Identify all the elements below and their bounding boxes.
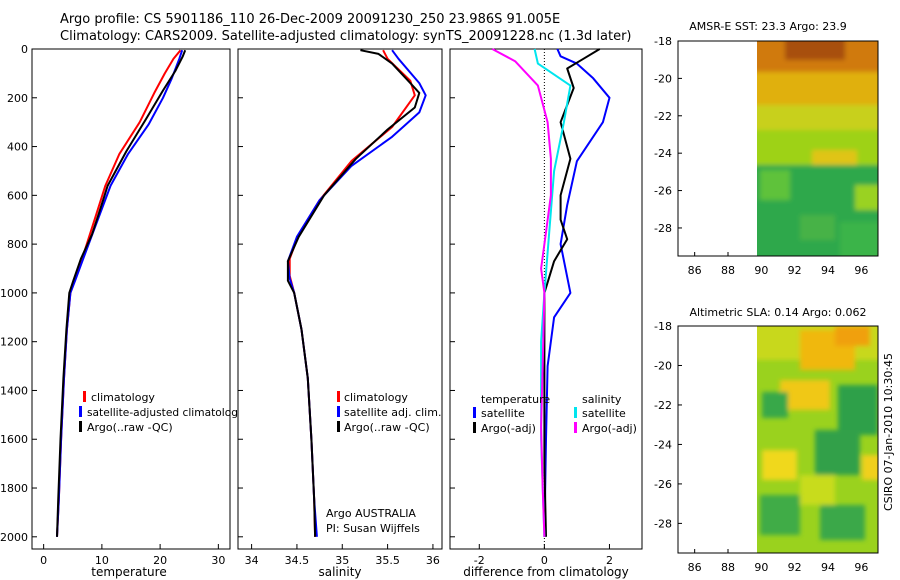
annotation-argo-australia: Argo AUSTRALIA	[326, 507, 416, 520]
sla-map-ytick-label: -24	[654, 438, 672, 451]
difference-profile-xtick-label: -2	[474, 554, 485, 567]
temperature-profile-ytick-label: 2000	[0, 531, 28, 544]
sst-map-xtick-label: 94	[821, 264, 835, 277]
sst-map-ytick-label: -24	[654, 147, 672, 160]
temperature-profile-series-climatology	[56, 49, 182, 537]
difference-panel-frame	[449, 48, 643, 550]
figure-title-line1: Argo profile: CS 5901186_110 26-Dec-2009…	[60, 12, 561, 27]
temperature-profile-ytick-label: 600	[7, 189, 28, 202]
legend-label-temp-satellite: satellite	[481, 407, 525, 420]
temperature-profile-ytick-label: 1800	[0, 482, 28, 495]
sst-map-ytick-label: -28	[654, 222, 672, 235]
legend-swatch-satellite	[79, 406, 82, 417]
temperature-panel-frame	[31, 48, 231, 550]
legend-label-argo: Argo(..raw -QC)	[344, 421, 430, 434]
difference-profile-xtick-label: 0	[541, 554, 548, 567]
salinity-xlabel: salinity	[318, 565, 361, 579]
sla-map-title: Altimetric SLA: 0.14 Argo: 0.062	[689, 306, 866, 319]
legend-label-sal-argo: Argo(-adj)	[582, 422, 637, 435]
temperature-profile-ytick-label: 200	[7, 92, 28, 105]
sst-map-xtick-label: 88	[721, 264, 735, 277]
difference-legend: temperature salinity satellite Argo(-adj…	[473, 393, 637, 435]
sla-map-xtick-label: 92	[788, 561, 802, 574]
salinity-profile-xtick-label: 35.5	[375, 554, 400, 567]
sla-map-xtick-label: 88	[721, 561, 735, 574]
legend-label-temp-argo: Argo(-adj)	[481, 422, 536, 435]
legend-label-climatology: climatology	[91, 391, 155, 404]
sla-map-field	[757, 326, 878, 553]
difference-profile-series-temperature-argo	[543, 48, 601, 537]
temperature-profile-xtick-label: 20	[153, 554, 167, 567]
temperature-profile-xtick-label: 10	[95, 554, 109, 567]
sst-map-xtick-label: 86	[688, 264, 702, 277]
legend-swatch-argo	[337, 421, 340, 432]
sst-map-field	[757, 41, 878, 256]
figure-title-line2: Climatology: CARS2009. Satellite-adjuste…	[60, 29, 632, 44]
sla-map-xtick-label: 86	[688, 561, 702, 574]
legend-swatch-sal-satellite	[574, 407, 577, 418]
salinity-profile-series-argo	[286, 49, 421, 537]
sst-map-xtick-label: 90	[754, 264, 768, 277]
legend-header-temperature: temperature	[481, 393, 550, 406]
temperature-legend: climatology satellite-adjusted climatolo…	[79, 391, 238, 434]
difference-xlabel: difference from climatology	[463, 565, 629, 579]
difference-profile-xtick-label: 2	[606, 554, 613, 567]
temperature-profile-ytick-label: 1000	[0, 287, 28, 300]
sla-map-ytick-label: -20	[654, 359, 672, 372]
salinity-profile-xtick-label: 35	[335, 554, 349, 567]
sla-map-ytick-label: -22	[654, 399, 672, 412]
legend-swatch-temp-satellite	[473, 407, 476, 418]
sst-map-ytick-label: -22	[654, 110, 672, 123]
legend-swatch-argo	[79, 421, 82, 432]
annotation-pi: PI: Susan Wijffels	[326, 522, 420, 535]
sla-map-ytick-label: -28	[654, 517, 672, 530]
sst-map-ytick-label: -26	[654, 185, 672, 198]
legend-header-salinity: salinity	[582, 393, 622, 406]
legend-swatch-sal-argo	[574, 422, 577, 433]
difference-profile-series-salinity-argo	[491, 48, 552, 537]
salinity-profile-xtick-label: 34	[245, 554, 259, 567]
sst-map-frame	[677, 40, 879, 257]
legend-label-climatology: climatology	[344, 391, 408, 404]
sst-map-xtick-label: 92	[788, 264, 802, 277]
legend-swatch-satellite	[337, 406, 340, 417]
legend-swatch-climatology	[83, 391, 86, 402]
temperature-profile-xtick-label: 0	[40, 554, 47, 567]
sst-map-ytick-label: -20	[654, 72, 672, 85]
difference-profile-series-temperature-satellite	[543, 48, 611, 537]
sst-map-ytick-label: -18	[654, 35, 672, 48]
sla-map-xtick-label: 90	[754, 561, 768, 574]
temperature-profile-ytick-label: 400	[7, 141, 28, 154]
salinity-legend: climatology satellite adj. clim. Argo(..…	[337, 391, 441, 434]
legend-label-argo: Argo(..raw -QC)	[87, 421, 173, 434]
sla-map-ytick-label: -26	[654, 478, 672, 491]
legend-label-sal-satellite: satellite	[582, 407, 626, 420]
temperature-profile-series-satellite	[56, 49, 184, 537]
legend-label-satellite: satellite adj. clim.	[344, 406, 441, 419]
sst-map-xtick-label: 96	[854, 264, 868, 277]
legend-label-satellite: satellite-adjusted climatolog	[87, 406, 238, 419]
temperature-profile-ytick-label: 1600	[0, 433, 28, 446]
sla-map-ytick-label: -18	[654, 320, 672, 333]
sla-map-xtick-label: 96	[854, 561, 868, 574]
temperature-profile-series-argo	[56, 49, 187, 537]
legend-swatch-climatology	[337, 391, 340, 402]
temperature-profile-ytick-label: 0	[21, 43, 28, 56]
temperature-profile-ytick-label: 1200	[0, 336, 28, 349]
salinity-panel-frame	[237, 48, 443, 550]
sst-map-title: AMSR-E SST: 23.3 Argo: 23.9	[689, 20, 847, 33]
difference-profile-series-salinity-satellite	[533, 48, 572, 537]
temperature-profile-ytick-label: 800	[7, 238, 28, 251]
temperature-xlabel: temperature	[91, 565, 166, 579]
temperature-profile-ytick-label: 1400	[0, 384, 28, 397]
sla-map-frame	[677, 325, 879, 554]
legend-swatch-temp-argo	[473, 422, 476, 433]
csiro-timestamp: CSIRO 07-Jan-2010 10:30:45	[882, 353, 895, 511]
salinity-profile-xtick-label: 36	[426, 554, 440, 567]
salinity-profile-xtick-label: 34.5	[285, 554, 310, 567]
sla-map-xtick-label: 94	[821, 561, 835, 574]
temperature-profile-xtick-label: 30	[211, 554, 225, 567]
salinity-profile-series-satellite	[286, 49, 427, 537]
